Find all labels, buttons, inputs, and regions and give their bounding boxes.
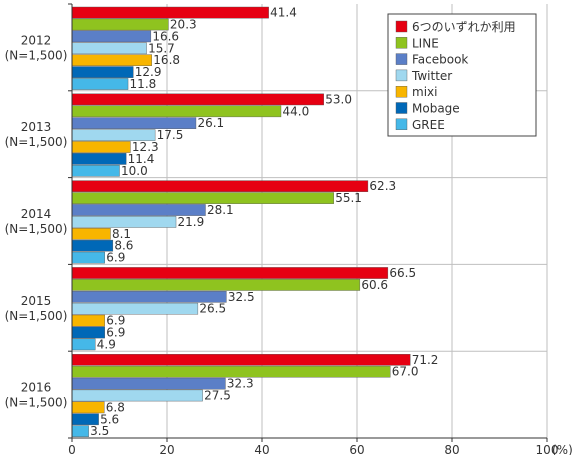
legend-swatch	[395, 53, 408, 65]
legend-label: Twitter	[411, 69, 452, 83]
category-label: 2015	[21, 294, 52, 308]
data-label: 3.5	[90, 424, 109, 438]
legend-label: LINE	[412, 36, 439, 50]
bar	[71, 425, 89, 438]
x-tick-label: 0	[68, 443, 76, 455]
data-label: 60.6	[361, 278, 388, 292]
category-label: 2016	[21, 381, 52, 395]
data-label: 11.8	[130, 77, 157, 91]
data-label: 17.5	[157, 128, 184, 142]
bar	[71, 267, 389, 279]
data-label: 26.1	[197, 116, 224, 130]
x-tick-label: 60	[349, 443, 364, 455]
x-tick-label: 40	[254, 443, 269, 455]
data-label: 28.1	[207, 203, 234, 217]
data-label: 6.9	[106, 326, 125, 340]
axes: 2012(N=1,500)2013(N=1,500)2014(N=1,500)2…	[5, 3, 573, 455]
data-label: 55.1	[335, 191, 362, 205]
data-label: 6.9	[106, 314, 125, 328]
data-label: 15.7	[148, 41, 175, 55]
bar	[71, 105, 282, 118]
legend-swatch	[395, 20, 408, 33]
bar	[71, 30, 152, 43]
bar	[71, 66, 134, 78]
data-label: 32.3	[227, 377, 254, 391]
bar	[71, 314, 105, 327]
legend-label: mixi	[412, 85, 437, 99]
data-label: 66.5	[389, 266, 416, 280]
legend-swatch	[395, 85, 408, 98]
bar	[71, 180, 369, 193]
bar	[71, 141, 131, 153]
category-sublabel: (N=1,500)	[5, 135, 68, 149]
data-label: 6.8	[106, 400, 125, 414]
category-sublabel: (N=1,500)	[5, 48, 68, 62]
x-tick-label: 100	[536, 443, 559, 455]
legend-label: 6つのいずれか利用	[412, 20, 516, 34]
legend-swatch	[395, 102, 408, 114]
x-axis-unit: (%)	[552, 443, 573, 455]
bar	[71, 354, 411, 366]
category-sublabel: (N=1,500)	[5, 309, 68, 323]
data-label: 21.9	[178, 215, 205, 229]
bar	[71, 78, 129, 90]
legend-swatch	[395, 118, 408, 131]
data-label: 12.3	[132, 140, 159, 154]
data-label: 5.6	[100, 412, 119, 426]
legend-box	[387, 13, 537, 137]
bar	[71, 338, 96, 351]
bar	[71, 192, 334, 204]
value-labels: 41.4 20.316.615.716.812.911.8 53.0 44.0 26.1…	[90, 6, 438, 439]
bars	[71, 6, 411, 438]
data-label: 62.3	[369, 179, 396, 193]
legend-label: GREE	[412, 118, 445, 132]
data-label: 12.9	[135, 65, 162, 79]
bar	[71, 227, 111, 240]
bar	[71, 377, 226, 390]
data-label: 10.0	[121, 164, 148, 178]
data-label: 6.9	[106, 251, 125, 265]
category-label: 2012	[21, 33, 52, 47]
data-label: 67.0	[392, 365, 419, 379]
x-tick-label: 20	[159, 443, 174, 455]
data-label: 44.0	[283, 104, 310, 118]
legend-label: Mobage	[412, 102, 460, 116]
data-label: 41.4	[270, 6, 297, 20]
category-label: 2013	[21, 120, 52, 134]
legend-swatch	[395, 69, 408, 82]
category-sublabel: (N=1,500)	[5, 222, 68, 236]
bar	[71, 251, 105, 264]
data-label: 8.1	[112, 227, 131, 241]
data-label: 16.8	[153, 53, 180, 67]
data-label: 8.6	[114, 239, 133, 253]
bar	[71, 42, 147, 55]
data-label: 32.5	[228, 290, 255, 304]
category-sublabel: (N=1,500)	[5, 396, 68, 410]
category-label: 2014	[21, 207, 52, 221]
x-tick-label: 80	[444, 443, 459, 455]
data-label: 16.6	[152, 29, 179, 43]
data-label: 71.2	[412, 353, 439, 367]
bar	[71, 164, 120, 177]
data-label: 26.5	[199, 302, 226, 316]
data-label: 11.4	[128, 152, 155, 166]
legend: 6つのいずれか利用 LINE Facebook Twitter mixi Mobage GR…	[387, 13, 537, 137]
bar	[71, 389, 203, 402]
legend-swatch	[395, 37, 408, 49]
data-label: 27.5	[204, 389, 231, 403]
legend-label: Facebook	[412, 53, 468, 67]
data-label: 20.3	[170, 18, 197, 32]
bar	[71, 302, 199, 315]
bar	[71, 279, 361, 291]
data-label: 4.9	[97, 337, 116, 351]
data-label: 53.0	[325, 92, 352, 106]
bar	[71, 153, 127, 165]
